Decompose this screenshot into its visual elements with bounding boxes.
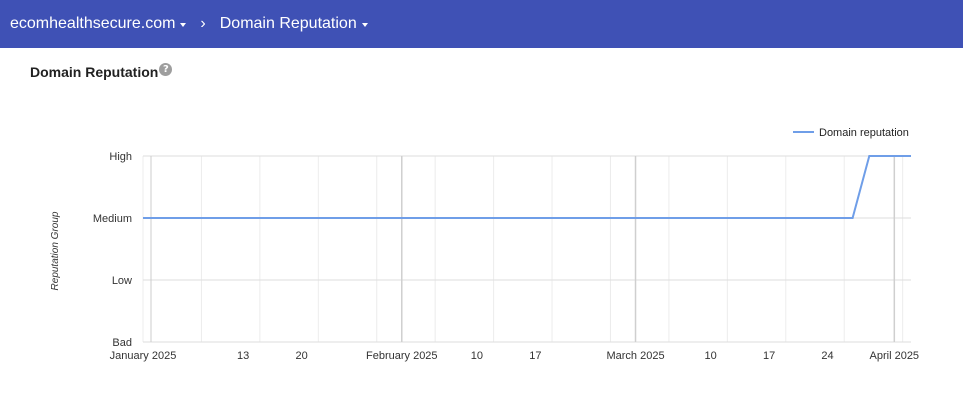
x-tick-label: 24 [821, 350, 833, 362]
legend-label: Domain reputation [819, 127, 909, 139]
x-tick-label: 13 [237, 350, 249, 362]
dropdown-caret-icon [180, 23, 187, 27]
y-tick-label: Medium [93, 213, 132, 225]
page-title: Domain Reputation [30, 64, 159, 80]
series-line [143, 155, 911, 219]
x-tick-label: March 2025 [606, 350, 664, 362]
dropdown-caret-icon [361, 23, 368, 27]
top-app-bar: ecomhealthsecure.com › Domain Reputation [0, 0, 963, 48]
section-selector-label: Domain Reputation [219, 15, 357, 32]
help-icon[interactable]: ? [159, 62, 173, 76]
x-tick-label: 17 [529, 350, 541, 362]
chevron-right-icon: › [200, 15, 206, 32]
x-tick-label: 10 [471, 350, 483, 362]
x-tick-label: February 2025 [366, 350, 438, 362]
y-tick-label: Bad [112, 337, 132, 349]
y-axis-title: Reputation Group [50, 211, 61, 290]
x-tick-label: 17 [763, 350, 775, 362]
domain-selector[interactable]: ecomhealthsecure.com [10, 15, 187, 33]
x-tick-label: April 2025 [870, 350, 920, 362]
y-tick-label: High [109, 151, 132, 163]
x-tick-label: 10 [705, 350, 717, 362]
x-tick-label: 20 [295, 350, 307, 362]
domain-selector-label: ecomhealthsecure.com [10, 15, 176, 32]
x-tick-label: January 2025 [110, 350, 177, 362]
y-tick-label: Low [112, 275, 132, 287]
section-selector[interactable]: Domain Reputation [220, 15, 368, 33]
page-title-row: Domain Reputation ? [30, 62, 173, 80]
